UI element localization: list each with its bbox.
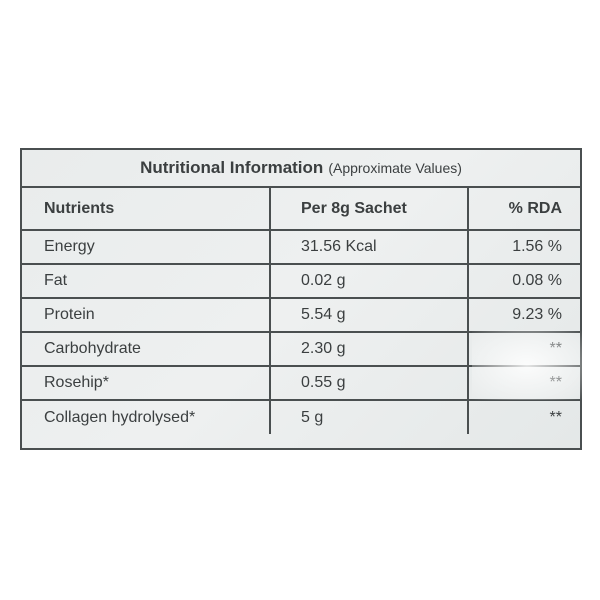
nutrient-name: Fat: [22, 264, 270, 299]
table-row: Fat 0.02 g 0.08 %: [22, 264, 580, 299]
nutrient-name: Protein: [22, 298, 270, 333]
header-row: Nutrients Per 8g Sachet % RDA: [22, 188, 580, 231]
nutrient-amount: 5.54 g: [269, 298, 468, 333]
table-row: Collagen hydrolysed* 5 g **: [22, 400, 580, 434]
nutrient-rda: **: [467, 332, 580, 367]
nutrient-amount: 31.56 Kcal: [269, 230, 468, 265]
table-row: Rosehip* 0.55 g **: [22, 366, 580, 401]
nutrient-name: Rosehip*: [22, 366, 270, 401]
title-main: Nutritional Information: [140, 158, 324, 177]
nutrient-name: Energy: [22, 230, 270, 265]
header-nutrients: Nutrients: [22, 188, 270, 231]
table-row: Carbohydrate 2.30 g **: [22, 332, 580, 367]
nutrition-table: Nutrients Per 8g Sachet % RDA Energy 31.5…: [22, 188, 580, 434]
nutrient-rda: 9.23 %: [467, 298, 580, 333]
table-row: Energy 31.56 Kcal 1.56 %: [22, 230, 580, 265]
nutrient-amount: 2.30 g: [269, 332, 468, 367]
nutrient-rda: **: [467, 366, 580, 401]
header-per-sachet: Per 8g Sachet: [269, 188, 468, 231]
nutrient-rda: 0.08 %: [467, 264, 580, 299]
nutrient-amount: 5 g: [269, 400, 468, 434]
nutrient-name: Collagen hydrolysed*: [44, 408, 196, 426]
nutrient-rda: **: [467, 400, 580, 434]
header-rda: % RDA: [467, 188, 580, 231]
nutrient-amount: 0.55 g: [269, 366, 468, 401]
table-row: Protein 5.54 g 9.23 %: [22, 298, 580, 333]
nutrient-rda: 1.56 %: [467, 230, 580, 265]
title-note: (Approximate Values): [328, 160, 462, 176]
nutrition-label: Nutritional Information (Approximate Val…: [20, 148, 582, 450]
nutrient-name: Carbohydrate: [22, 332, 270, 367]
nutrient-amount: 0.02 g: [269, 264, 468, 299]
table-title: Nutritional Information (Approximate Val…: [22, 150, 580, 188]
